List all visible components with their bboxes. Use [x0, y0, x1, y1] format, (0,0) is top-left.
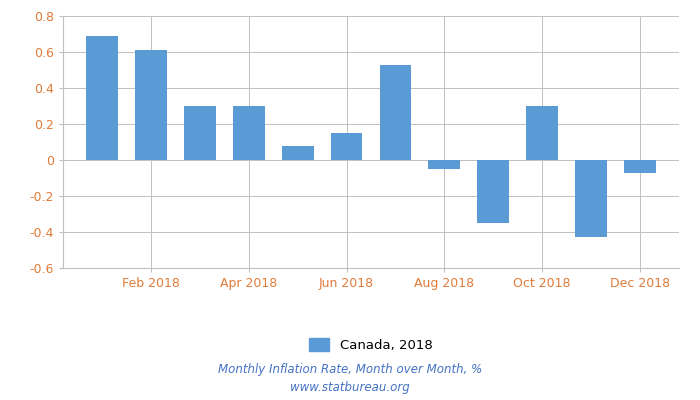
Text: Monthly Inflation Rate, Month over Month, %: Monthly Inflation Rate, Month over Month… [218, 364, 482, 376]
Bar [477, 160, 509, 223]
Bar [575, 160, 607, 237]
Bar [184, 106, 216, 160]
Text: www.statbureau.org: www.statbureau.org [290, 382, 410, 394]
Bar [526, 106, 558, 160]
Bar [86, 36, 118, 160]
Bar [233, 106, 265, 160]
Bar [330, 133, 363, 160]
Legend: Canada, 2018: Canada, 2018 [304, 332, 438, 357]
Bar [428, 160, 460, 169]
Bar [624, 160, 656, 173]
Bar [379, 65, 412, 160]
Bar [135, 50, 167, 160]
Bar [282, 146, 314, 160]
